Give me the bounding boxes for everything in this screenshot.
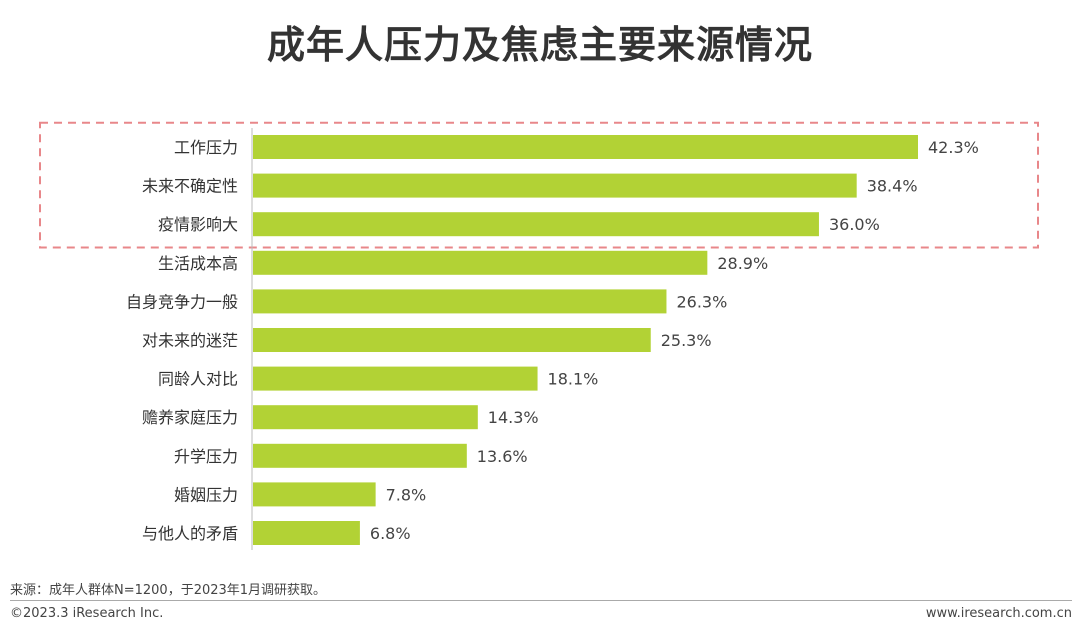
- bar: [253, 212, 819, 237]
- category-label: 疫情影响大: [158, 215, 238, 234]
- category-label: 自身竞争力一般: [126, 292, 238, 311]
- category-label: 升学压力: [174, 447, 238, 466]
- footer-divider: [10, 600, 1072, 601]
- value-label: 18.1%: [548, 370, 599, 389]
- value-label: 13.6%: [477, 447, 528, 466]
- bar: [253, 443, 467, 468]
- bar: [253, 135, 918, 159]
- source-note: 来源：成年人群体N=1200，于2023年1月调研获取。: [10, 583, 327, 598]
- value-label: 28.9%: [717, 254, 768, 273]
- value-label: 26.3%: [676, 292, 727, 311]
- bar: [253, 405, 478, 430]
- bar: [253, 173, 857, 198]
- bar: [253, 289, 667, 314]
- category-label: 婚姻压力: [174, 485, 238, 504]
- value-label: 38.4%: [867, 177, 918, 196]
- value-label: 25.3%: [661, 331, 712, 350]
- value-label: 14.3%: [488, 408, 539, 427]
- website-link: www.iresearch.com.cn: [925, 606, 1072, 621]
- category-label: 工作压力: [174, 138, 238, 157]
- bar: [253, 521, 360, 545]
- bars-layer: 工作压力 42.3% 未来不确定性 38.4% 疫情影响大 36.0% 生活成本高 28.9%…: [126, 135, 979, 545]
- category-label: 未来不确定性: [142, 177, 238, 196]
- chart-title: 成年人压力及焦虑主要来源情况: [266, 23, 813, 67]
- bar: [253, 328, 651, 352]
- value-label: 42.3%: [928, 138, 979, 157]
- category-label: 与他人的矛盾: [142, 524, 238, 543]
- bar: [253, 250, 708, 275]
- value-label: 36.0%: [829, 215, 880, 234]
- category-label: 对未来的迷茫: [142, 331, 238, 350]
- bar: [253, 482, 376, 507]
- value-label: 7.8%: [386, 485, 427, 504]
- category-label: 同龄人对比: [158, 370, 238, 389]
- bar: [253, 366, 538, 391]
- category-label: 生活成本高: [158, 254, 238, 273]
- value-label: 6.8%: [370, 524, 411, 543]
- copyright-text: ©2023.3 iResearch Inc.: [10, 606, 164, 621]
- category-label: 赡养家庭压力: [142, 408, 238, 427]
